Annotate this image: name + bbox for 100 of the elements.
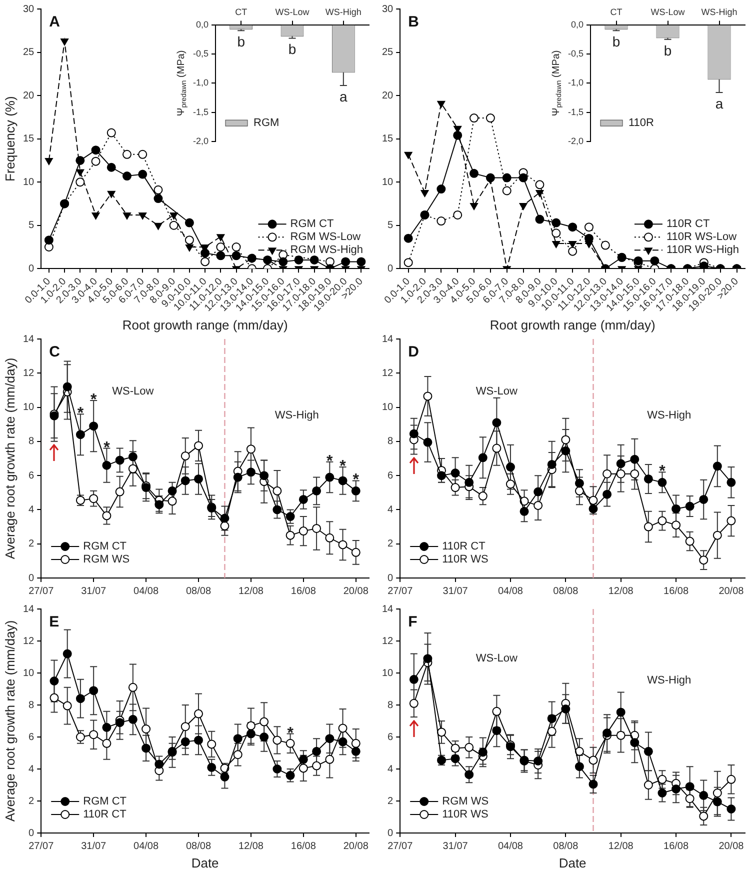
annotation: b — [612, 34, 620, 50]
x-tick-label: WS-High — [325, 6, 362, 17]
annotation: * — [326, 452, 334, 470]
chart-title: C — [49, 344, 60, 361]
chart-title: F — [408, 614, 418, 631]
legend-label: 110R WS — [442, 554, 488, 566]
y-tick-label: 14 — [382, 604, 394, 615]
chart-title: B — [408, 14, 420, 31]
x-tick-label: WS-Low — [650, 6, 686, 17]
legend-label: 110R WS-Low — [666, 231, 737, 244]
y-tick-label: 0 — [28, 263, 35, 274]
x-axis-title: Root growth range (mm/day) — [122, 318, 288, 333]
annotation: * — [77, 405, 84, 422]
x-tick-label: 04/08 — [134, 840, 159, 852]
annotation: b — [664, 42, 672, 58]
x-tick-label: 16/08 — [664, 840, 689, 852]
x-axis-title: Date — [191, 856, 219, 871]
y-tick-label: 10 — [23, 176, 35, 188]
x-tick-label: 04/08 — [134, 586, 159, 597]
y-tick-label: 4 — [388, 504, 394, 516]
y-tick-label: 10 — [382, 176, 394, 188]
x-tick-label: 27/07 — [388, 586, 414, 597]
x-tick-label: 31/07 — [81, 840, 107, 852]
x-tick-label: 27/07 — [388, 840, 414, 852]
y-tick-label: -0,5 — [568, 48, 584, 58]
annotation: * — [352, 472, 360, 489]
x-tick-label: WS-High — [701, 6, 738, 17]
y-tick-label: 25 — [382, 47, 394, 58]
x-tick-label: 31/07 — [442, 586, 468, 597]
legend-label: 110R CT — [442, 540, 486, 553]
x-tick-label: WS-Low — [275, 6, 310, 17]
y-tick-label: 6 — [388, 732, 394, 743]
y-tick-label: 0,0 — [196, 19, 209, 30]
annotation: * — [287, 724, 294, 742]
y-tick-label: 0,0 — [570, 19, 584, 30]
y-tick-label: 0 — [28, 828, 35, 839]
legend-label: RGM CT — [83, 796, 127, 808]
legend-label: 110R WS-High — [666, 244, 740, 256]
y-tick-label: 10 — [23, 402, 35, 414]
y-tick-label: 12 — [382, 368, 394, 379]
x-tick-label: 04/08 — [498, 586, 524, 597]
legend-label: 110R CT — [83, 808, 127, 821]
x-tick-label: CT — [235, 6, 248, 17]
y-tick-label: 14 — [382, 334, 394, 345]
y-tick-label: 14 — [23, 604, 35, 615]
y-tick-label: 10 — [382, 402, 394, 414]
annotation: WS-High — [647, 410, 692, 422]
x-tick-label: 20/08 — [343, 586, 369, 597]
x-tick-label: 31/07 — [81, 586, 107, 597]
annotation: a — [340, 88, 348, 104]
annotation: * — [340, 458, 347, 476]
annotation: WS-High — [274, 410, 319, 422]
legend-label: RGM WS-High — [290, 244, 364, 256]
y-tick-label: 5 — [388, 220, 394, 232]
annotation: WS-Low — [112, 386, 154, 398]
y-tick-label: 8 — [28, 436, 35, 448]
x-tick-label: 20/08 — [718, 586, 744, 597]
y-tick-label: 2 — [388, 538, 394, 550]
y-tick-label: 30 — [382, 4, 394, 15]
legend-label: RGM CT — [290, 218, 334, 230]
x-tick-label: 20/08 — [343, 840, 369, 852]
y-tick-label: 12 — [382, 636, 394, 647]
y-tick-label: 6 — [28, 732, 35, 743]
x-tick-label: 12/08 — [608, 586, 634, 597]
annotation: b — [237, 34, 246, 50]
y-axis-title: Average root growth rate (mm/day) — [2, 358, 18, 560]
x-tick-label: 27/07 — [28, 586, 54, 597]
y-tick-label: 10 — [382, 668, 394, 679]
y-tick-label: 20 — [23, 90, 35, 102]
x-tick-label: 16/08 — [290, 586, 316, 597]
x-tick-label: 04/08 — [498, 840, 524, 852]
x-tick-label: 20/08 — [718, 840, 744, 852]
x-tick-label: 08/08 — [186, 840, 212, 852]
y-tick-label: 8 — [28, 700, 35, 711]
annotation: * — [90, 391, 98, 408]
y-tick-label: 15 — [382, 134, 394, 145]
y-tick-label: 15 — [23, 134, 35, 145]
y-tick-label: -1,0 — [568, 78, 584, 88]
x-tick-label: CT — [610, 6, 623, 17]
y-tick-label: -0,5 — [192, 48, 209, 58]
x-tick-label: 12/08 — [238, 840, 264, 852]
annotation: WS-Low — [476, 386, 518, 398]
x-tick-label: 16/08 — [290, 840, 316, 852]
y-tick-label: 25 — [23, 47, 35, 58]
y-tick-label: 8 — [388, 700, 394, 711]
y-tick-label: 20 — [382, 90, 394, 102]
legend-label: 110R — [628, 117, 654, 130]
y-tick-label: 12 — [23, 368, 35, 379]
y-tick-label: 2 — [28, 538, 35, 550]
y-tick-label: 2 — [388, 796, 394, 807]
y-tick-label: 4 — [388, 764, 394, 775]
y-tick-label: 30 — [23, 4, 35, 15]
y-tick-label: -1,0 — [192, 78, 209, 88]
y-tick-label: -2,0 — [568, 136, 584, 146]
legend-label: RGM WS — [83, 554, 130, 566]
y-tick-label: 6 — [388, 470, 394, 482]
y-tick-label: 0 — [28, 572, 35, 584]
x-tick-label: 08/08 — [553, 586, 579, 597]
x-tick-label: 12/08 — [608, 840, 634, 852]
y-axis-title: Frequency (%) — [2, 96, 18, 182]
